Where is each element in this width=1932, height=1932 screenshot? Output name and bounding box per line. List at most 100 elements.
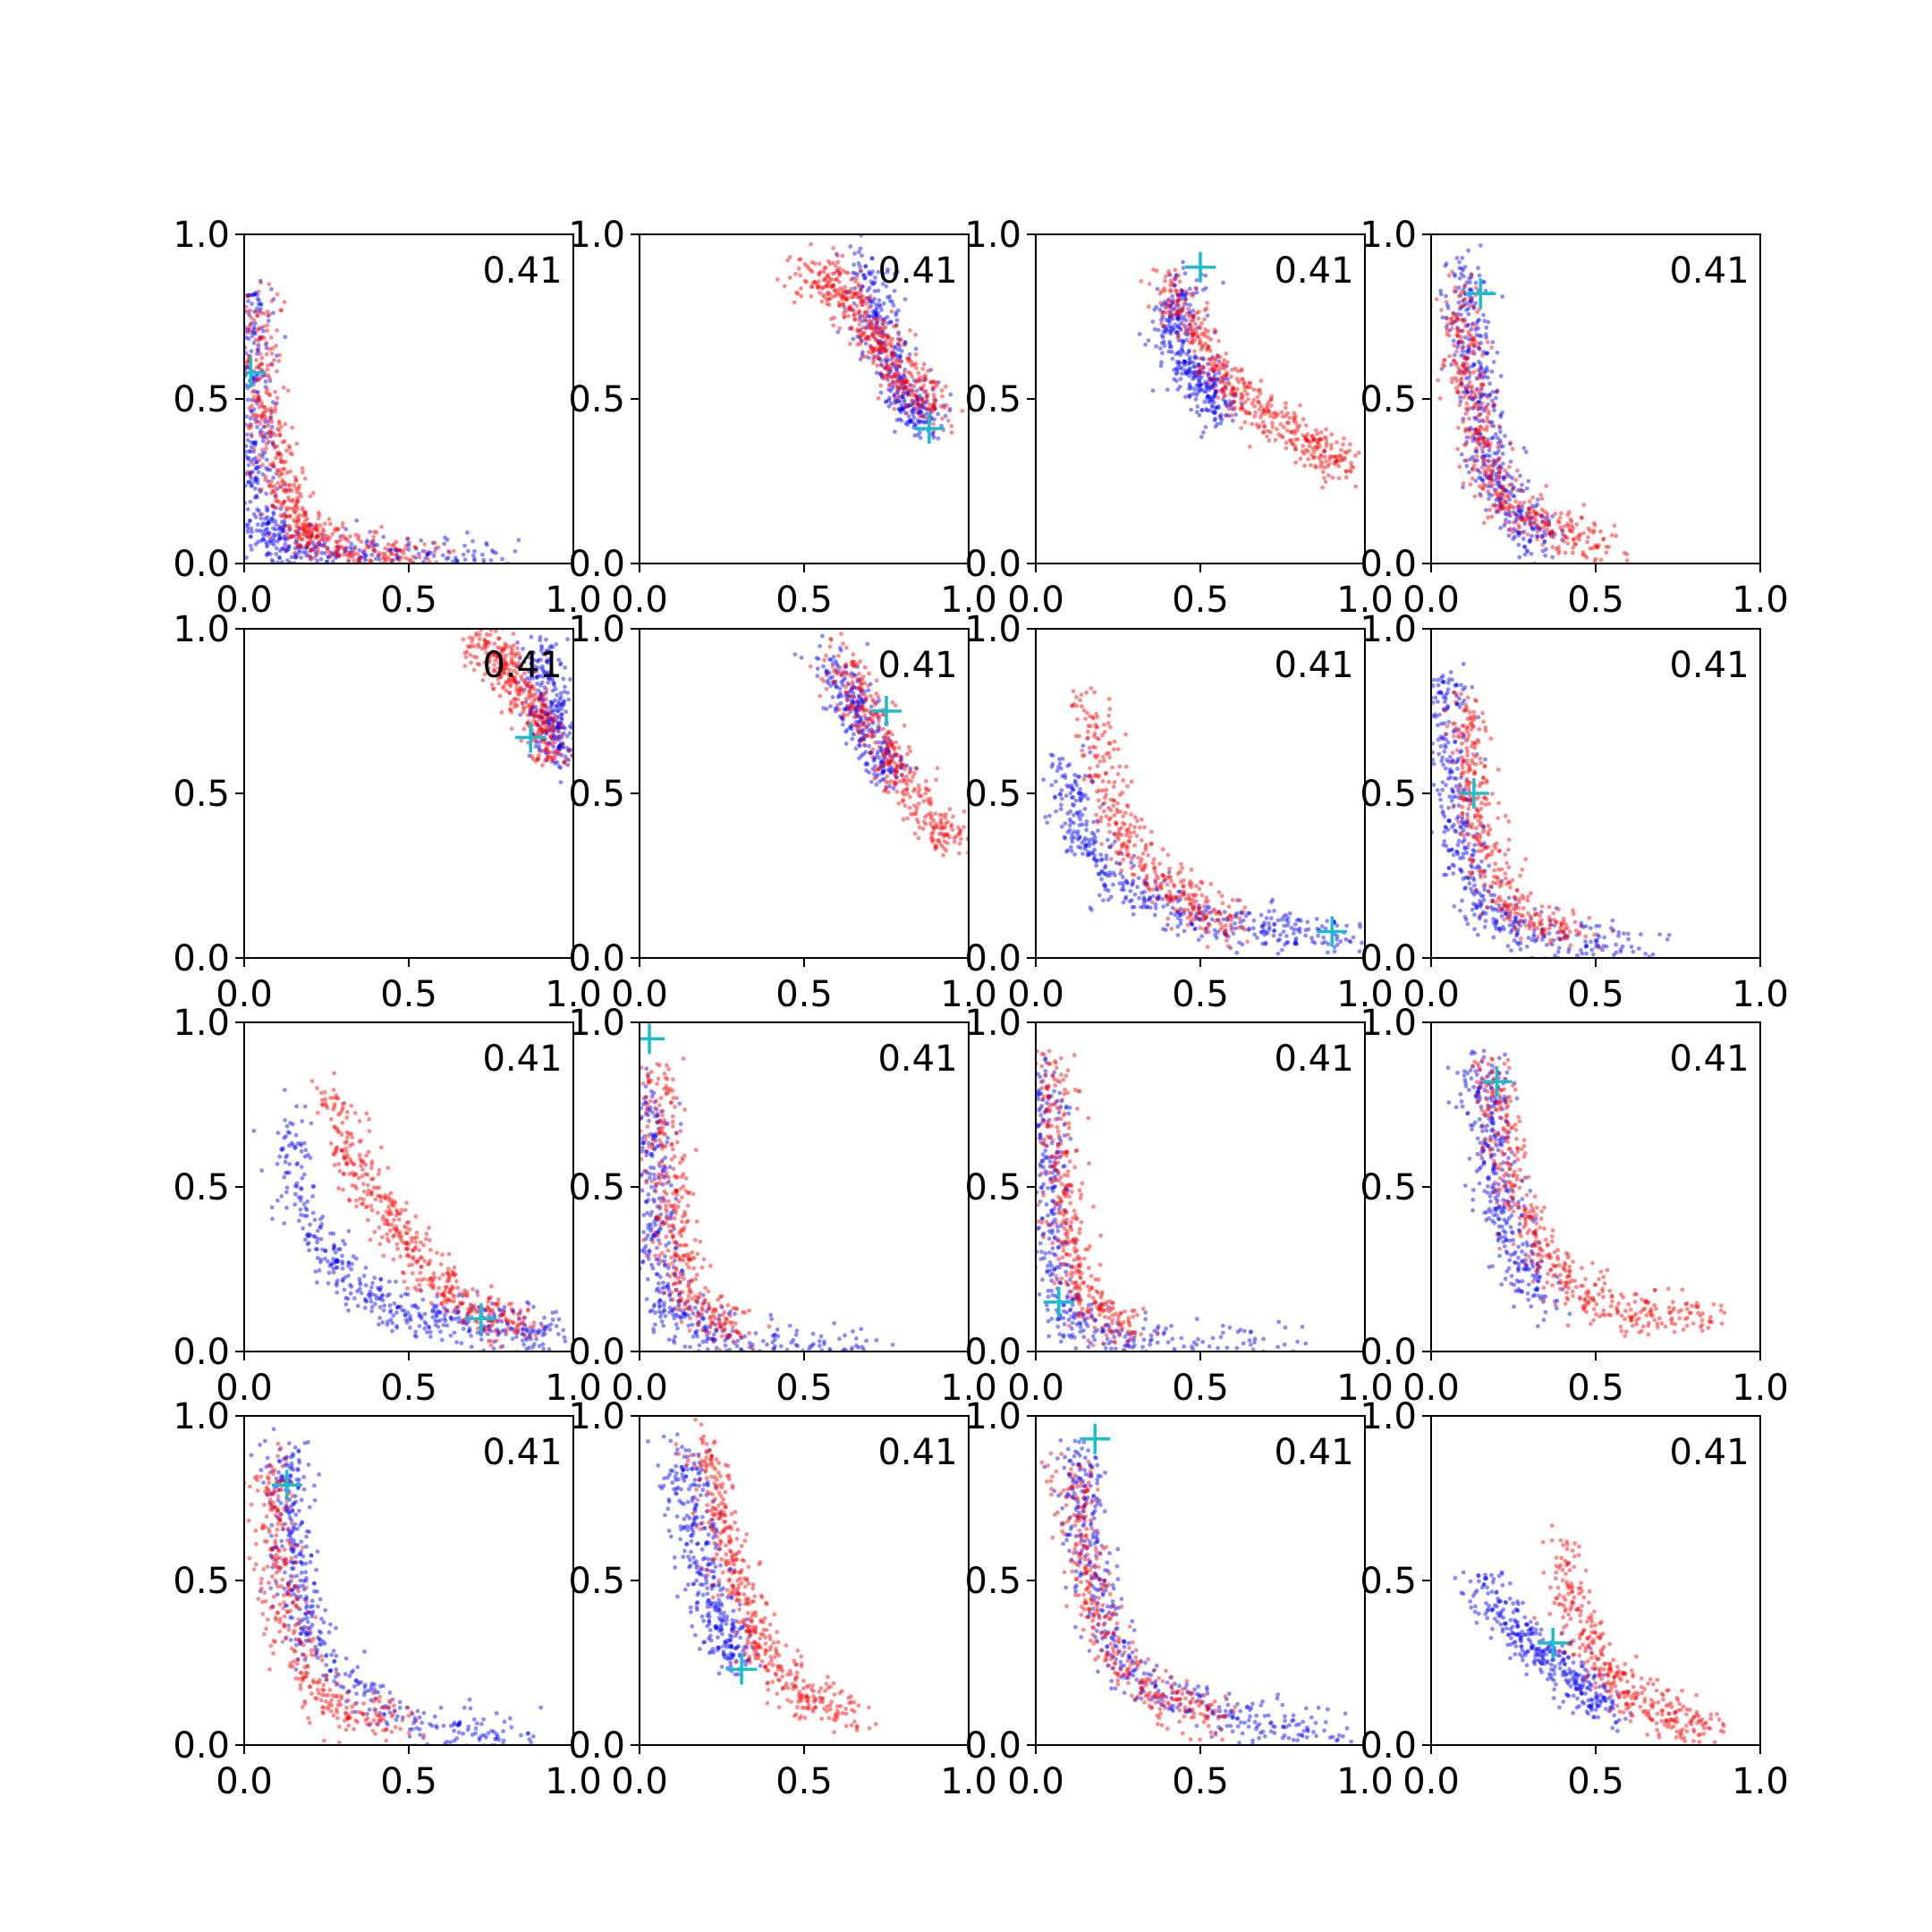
- blue-point: [1500, 444, 1505, 449]
- red-point: [335, 527, 340, 531]
- red-point: [312, 526, 318, 530]
- blue-point: [244, 453, 249, 459]
- blue-point: [554, 703, 559, 708]
- blue-point: [857, 756, 861, 761]
- red-point: [487, 653, 491, 658]
- blue-point: [541, 674, 546, 679]
- red-point: [1176, 297, 1182, 302]
- blue-point: [253, 476, 258, 481]
- red-point: [1233, 405, 1237, 411]
- red-point: [1303, 423, 1309, 428]
- blue-point: [1174, 330, 1180, 335]
- blue-point: [517, 664, 522, 669]
- red-point: [1439, 308, 1444, 313]
- blue-point: [1481, 440, 1487, 445]
- blue-point: [260, 530, 266, 534]
- blue-point: [265, 508, 269, 513]
- blue-point: [1502, 523, 1507, 528]
- red-point: [489, 682, 495, 687]
- red-point: [1540, 534, 1545, 539]
- red-point: [809, 284, 815, 289]
- blue-point: [253, 542, 258, 547]
- red-point: [255, 327, 260, 333]
- red-point: [885, 347, 890, 352]
- red-point: [857, 687, 862, 691]
- red-point: [1470, 476, 1475, 481]
- red-point: [920, 367, 926, 371]
- blue-point: [252, 292, 258, 297]
- blue-point: [885, 741, 890, 747]
- red-point: [1214, 368, 1219, 372]
- red-point: [286, 497, 292, 503]
- blue-point: [549, 701, 554, 706]
- red-point: [302, 476, 308, 481]
- blue-point: [1466, 350, 1471, 355]
- red-point: [377, 550, 382, 555]
- red-point: [860, 354, 865, 360]
- red-point: [1489, 514, 1495, 520]
- blue-point: [557, 742, 563, 748]
- red-point: [1258, 415, 1263, 419]
- blue-point: [909, 409, 914, 413]
- blue-point: [1195, 404, 1200, 409]
- red-point: [1503, 521, 1508, 526]
- red-point: [1463, 355, 1469, 360]
- red-point: [1281, 414, 1285, 419]
- blue-point: [888, 369, 894, 375]
- red-point: [1563, 534, 1568, 539]
- red-point: [1499, 485, 1504, 490]
- red-point: [282, 466, 287, 471]
- red-point: [868, 750, 873, 755]
- red-point: [1586, 526, 1591, 531]
- red-point: [413, 545, 419, 550]
- blue-point: [894, 353, 900, 359]
- red-point: [1471, 336, 1477, 342]
- blue-point: [523, 699, 529, 704]
- blue-point: [249, 292, 254, 298]
- red-point: [496, 653, 500, 657]
- red-point: [876, 341, 881, 346]
- blue-point: [247, 327, 252, 333]
- red-point: [1168, 299, 1174, 304]
- blue-point: [1466, 347, 1471, 352]
- red-point: [1191, 313, 1196, 318]
- blue-point: [1196, 386, 1201, 392]
- blue-point: [1197, 369, 1201, 374]
- red-point: [901, 762, 906, 767]
- red-point: [1577, 538, 1581, 542]
- red-point: [886, 745, 891, 750]
- blue-point: [543, 671, 548, 676]
- red-point: [1315, 446, 1319, 452]
- red-point: [1322, 448, 1327, 453]
- red-point: [500, 646, 505, 651]
- red-point: [258, 352, 263, 357]
- red-point: [1539, 496, 1545, 501]
- blue-point: [894, 323, 899, 327]
- red-point: [841, 290, 846, 295]
- red-point: [384, 557, 389, 563]
- red-point: [267, 429, 272, 435]
- red-point: [942, 846, 946, 851]
- blue-point: [271, 310, 275, 316]
- red-point: [815, 282, 819, 287]
- blue-point: [244, 326, 249, 330]
- red-point: [1485, 339, 1490, 344]
- red-point: [245, 360, 250, 365]
- red-point: [862, 317, 868, 322]
- red-point: [541, 727, 547, 733]
- blue-point: [543, 712, 547, 716]
- red-point: [893, 371, 898, 377]
- red-point: [819, 299, 825, 304]
- blue-point: [371, 538, 376, 544]
- red-point: [860, 682, 864, 687]
- blue-point: [1484, 393, 1489, 398]
- blue-point: [869, 704, 874, 709]
- blue-point: [1459, 353, 1463, 358]
- blue-point: [1461, 416, 1466, 421]
- red-point: [467, 635, 472, 640]
- blue-point: [1159, 341, 1165, 345]
- red-point: [309, 555, 314, 561]
- blue-point: [1519, 513, 1524, 518]
- blue-point: [1490, 469, 1496, 474]
- blue-point: [898, 410, 903, 415]
